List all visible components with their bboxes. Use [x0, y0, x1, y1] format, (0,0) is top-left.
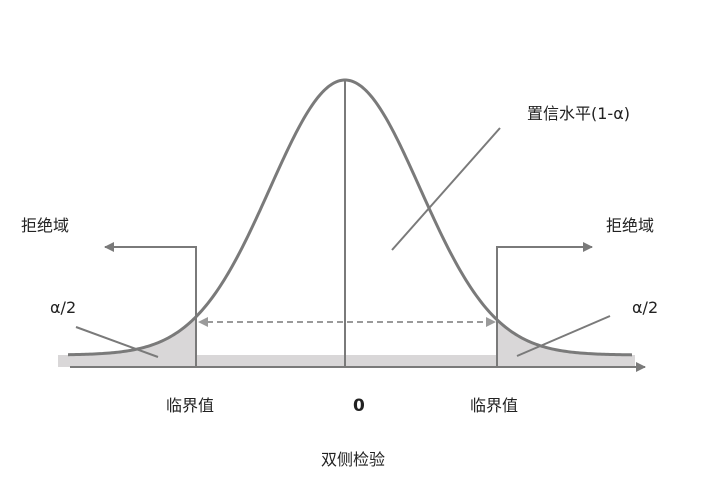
alpha-half-left-label: α/2 — [50, 298, 76, 317]
critical-value-right-label: 临界值 — [470, 396, 518, 415]
normal-distribution-curve — [67, 78, 633, 357]
alpha-right-pointer-line — [516, 315, 611, 357]
right-tail-area — [497, 319, 632, 367]
mean-zero-label: 0 — [353, 396, 365, 416]
left-tail-area — [68, 316, 196, 367]
confidence-level-label: 置信水平(1-α) — [527, 104, 630, 123]
diagram-caption: 双侧检验 — [321, 450, 385, 469]
critical-value-left-label: 临界值 — [166, 396, 214, 415]
rejection-region-right-label: 拒绝域 — [606, 216, 654, 235]
alpha-left-pointer-line — [75, 326, 159, 358]
rejection-region-left-label: 拒绝域 — [21, 216, 69, 235]
alpha-half-right-label: α/2 — [632, 298, 658, 317]
baseline-pad — [58, 355, 635, 367]
acceptance-arrow-left-head — [198, 317, 208, 327]
right-critical-line — [496, 242, 593, 367]
left-critical-line — [104, 242, 197, 367]
confidence-pointer-line — [391, 127, 501, 251]
acceptance-arrow-right-head — [486, 317, 496, 327]
